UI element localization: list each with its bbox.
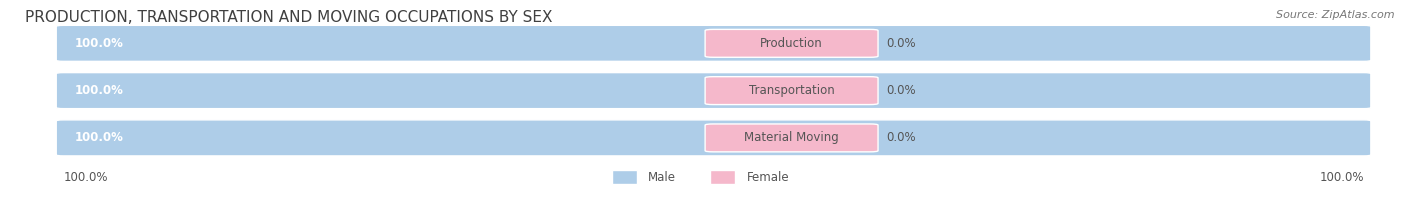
Text: Production: Production	[761, 37, 823, 50]
FancyBboxPatch shape	[56, 120, 1371, 156]
FancyBboxPatch shape	[56, 25, 1371, 61]
Text: 0.0%: 0.0%	[887, 37, 917, 50]
Text: Male: Male	[648, 171, 676, 184]
Text: 0.0%: 0.0%	[887, 131, 917, 144]
FancyBboxPatch shape	[56, 73, 1371, 109]
FancyBboxPatch shape	[706, 77, 877, 105]
Text: PRODUCTION, TRANSPORTATION AND MOVING OCCUPATIONS BY SEX: PRODUCTION, TRANSPORTATION AND MOVING OC…	[25, 10, 553, 25]
FancyBboxPatch shape	[706, 29, 877, 57]
Text: Female: Female	[747, 171, 789, 184]
Text: 0.0%: 0.0%	[887, 84, 917, 97]
Text: 100.0%: 100.0%	[75, 131, 124, 144]
FancyBboxPatch shape	[56, 25, 1371, 61]
Text: Source: ZipAtlas.com: Source: ZipAtlas.com	[1277, 10, 1395, 20]
FancyBboxPatch shape	[710, 170, 735, 184]
FancyBboxPatch shape	[56, 120, 1371, 156]
FancyBboxPatch shape	[706, 124, 877, 152]
FancyBboxPatch shape	[56, 73, 1371, 109]
Text: 100.0%: 100.0%	[63, 171, 108, 184]
FancyBboxPatch shape	[56, 73, 1371, 109]
Text: Transportation: Transportation	[749, 84, 834, 97]
Text: 100.0%: 100.0%	[1319, 171, 1364, 184]
FancyBboxPatch shape	[56, 120, 1371, 156]
Text: 100.0%: 100.0%	[75, 84, 124, 97]
FancyBboxPatch shape	[612, 170, 637, 184]
Text: Material Moving: Material Moving	[744, 131, 839, 144]
Text: 100.0%: 100.0%	[75, 37, 124, 50]
FancyBboxPatch shape	[56, 25, 1371, 61]
